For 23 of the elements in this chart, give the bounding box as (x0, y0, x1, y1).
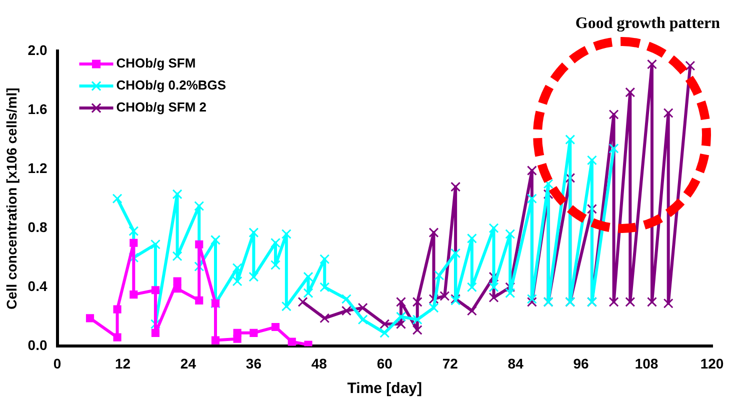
x-tick-label: 0 (53, 355, 62, 372)
y-tick-label: 2.0 (28, 42, 48, 58)
x-tick-label: 48 (311, 355, 328, 372)
x-axis-title: Time [day] (347, 380, 422, 398)
y-axis-title: Cell concentration [x106 cells/ml] (3, 88, 20, 310)
y-tick-label: 1.6 (28, 100, 48, 117)
text: Good growth pattern (575, 15, 720, 32)
x-tick-label: 96 (573, 355, 590, 372)
x-tick-label: 60 (376, 355, 393, 372)
x-tick-label: 72 (442, 355, 458, 372)
y-tick-label: 1.2 (28, 160, 48, 176)
y-tick-label: 0.0 (28, 337, 48, 354)
x-tick-label: 84 (508, 355, 524, 372)
x-tick-label: 120 (700, 355, 724, 372)
y-tick-label: 0.8 (28, 218, 48, 235)
legend-label: CHOb/g SFM (116, 56, 196, 71)
x-tick-label: 108 (634, 355, 658, 372)
x-tick-label: 36 (246, 355, 262, 372)
legend-label: CHOb/g 0.2%BGS (116, 78, 226, 93)
x-tick-label: 12 (114, 355, 131, 372)
y-tick-label: 0.4 (28, 278, 48, 294)
legend-label: CHOb/g SFM 2 (116, 100, 207, 115)
x-tick-label: 24 (180, 355, 196, 372)
